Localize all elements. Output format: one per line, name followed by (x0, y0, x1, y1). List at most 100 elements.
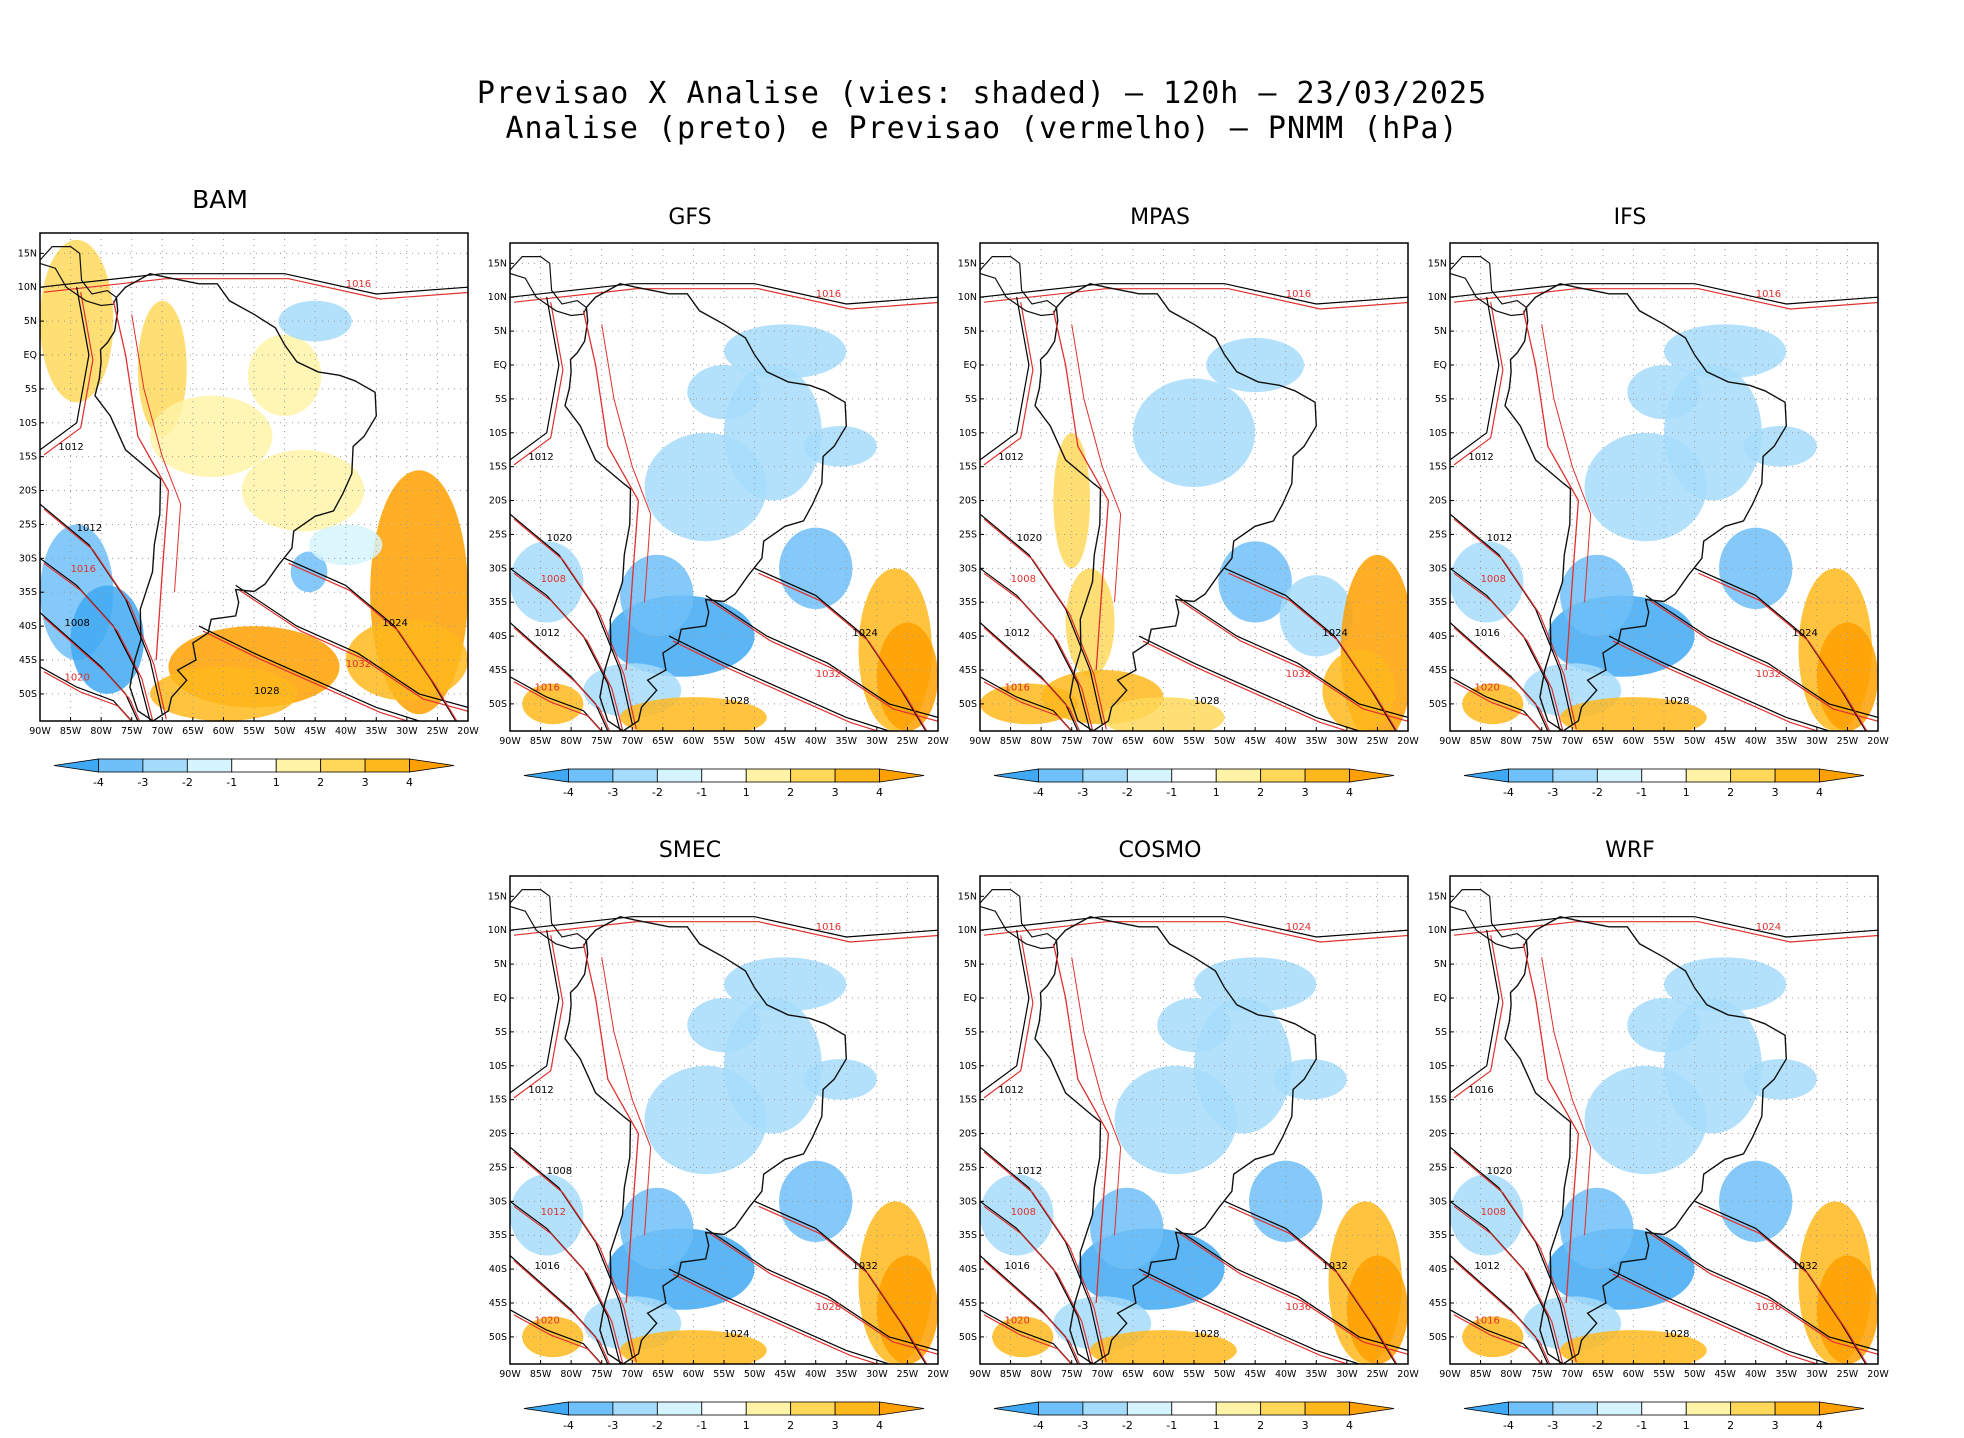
colorbar-arrow-right (1349, 768, 1395, 783)
longitude-tick-label: 85W (530, 736, 552, 747)
analysis-isobar (1645, 594, 1878, 718)
forecast-isobar (239, 589, 468, 712)
panel-title: WRF (1605, 838, 1655, 863)
andes-forecast-contour (1541, 957, 1592, 1236)
colorbar-label: 2 (1257, 1419, 1264, 1432)
latitude-tick-label: 10N (958, 292, 977, 303)
longitude-tick-label: 70W (152, 726, 174, 737)
colorbar-label: 3 (1302, 1419, 1309, 1432)
forecast-isobar (983, 302, 1034, 466)
latitude-tick-label: 40S (959, 1264, 977, 1275)
colorbar-segment (1215, 768, 1262, 783)
forecast-isobar (513, 935, 564, 1099)
forecast-isobar (1228, 1205, 1398, 1364)
longitude-tick-label: 70W (1092, 1369, 1114, 1380)
central-america-coastline (510, 889, 588, 950)
forecast-isobar (1453, 302, 1504, 466)
colorbar-segment (1126, 1401, 1173, 1416)
longitude-tick-label: 90W (29, 726, 51, 737)
panel-title: GFS (668, 205, 712, 230)
longitude-tick-label: 30W (1336, 1369, 1358, 1380)
latitude-tick-label: 50S (489, 699, 507, 710)
isobar-label: 1016 (1474, 628, 1499, 639)
latitude-tick-label: 45S (959, 1298, 977, 1309)
colorbar: -4 -3 -2 -1 1 2 3 4 (523, 1401, 925, 1432)
analysis-isobar (980, 916, 1408, 938)
forecast-isobar (1453, 1151, 1577, 1363)
longitude-tick-label: 35W (1776, 1369, 1798, 1380)
analysis-isobar (1450, 622, 1549, 731)
forecast-isobar (983, 1151, 1107, 1363)
bias-shading-blob (779, 527, 853, 609)
analysis-isobar (510, 297, 560, 461)
map-plot-area: 1020 1008 1012 1016 1028 1032 1024 1016 1012 (510, 243, 938, 731)
latitude-tick-label: 50S (1429, 1332, 1447, 1343)
latitude-tick-label: 45S (1429, 1298, 1447, 1309)
latitude-tick-label: 15S (959, 462, 977, 473)
forecast-isobar (1698, 572, 1868, 731)
latitude-tick-label: 25S (959, 1162, 977, 1173)
latitude-tick-label: 15N (1428, 891, 1447, 902)
map-panel-wrf: WRF 1020 1008 1012 1016 1028 1036 1032 1024 1016… (1410, 838, 1890, 1438)
bias-shading-blob (1560, 1187, 1634, 1270)
colorbar-label: 2 (787, 1419, 794, 1432)
latitude-tick-label: 5N (1434, 959, 1447, 970)
analysis-isobar (1175, 1227, 1408, 1351)
longitude-tick-label: 90W (969, 1369, 991, 1380)
colorbar-label: 3 (1302, 786, 1309, 799)
analysis-isobar (235, 584, 468, 708)
colorbar-segment (1215, 1401, 1262, 1416)
bias-shading-blob (1053, 432, 1091, 569)
bias-shading-blob (150, 395, 273, 477)
longitude-tick-label: 85W (1000, 1369, 1022, 1380)
colorbar-label: 4 (876, 1419, 883, 1432)
longitude-tick-label: 30W (866, 736, 888, 747)
latitude-tick-label: 45S (959, 665, 977, 676)
isobar-label: 1008 (547, 1166, 572, 1177)
andes-forecast-contour (1052, 943, 1110, 1304)
analysis-isobar (1138, 635, 1360, 731)
latitude-tick-label: 30S (1429, 1196, 1447, 1207)
latitude-tick-label: 10N (1428, 925, 1447, 936)
forecast-isobar (709, 1232, 938, 1355)
longitude-tick-label: 50W (1684, 1369, 1706, 1380)
colorbar-segment (1260, 1401, 1306, 1416)
longitude-tick-label: 55W (713, 736, 735, 747)
bias-shading-blob (876, 1255, 938, 1364)
longitude-tick-label: 60W (1153, 736, 1175, 747)
colorbar-label: 4 (876, 786, 883, 799)
latitude-tick-label: 45S (489, 1298, 507, 1309)
latitude-tick-label: 10S (959, 428, 977, 439)
latitude-tick-label: 5S (1435, 394, 1447, 405)
analysis-isobar (40, 287, 90, 451)
colorbar-segment (1552, 1401, 1598, 1416)
latitude-tick-label: 25S (489, 529, 507, 540)
analysis-isobar (1645, 1227, 1878, 1351)
south-america-coastline (1034, 915, 1318, 1364)
bias-shading-blob (1719, 527, 1793, 609)
latitude-tick-label: 10N (18, 282, 37, 293)
longitude-tick-label: 65W (182, 726, 204, 737)
colorbar-label: 3 (1772, 1419, 1779, 1432)
colorbar-label: -4 (1503, 786, 1514, 799)
latitude-tick-label: 35S (489, 597, 507, 608)
forecast-isobar (513, 627, 611, 731)
latitude-tick-label: 10N (488, 925, 507, 936)
andes-forecast-contour (1052, 310, 1110, 671)
andes-forecast-contour (1071, 324, 1122, 603)
colorbar-segment (1171, 768, 1217, 783)
latitude-tick-label: 50S (489, 1332, 507, 1343)
isobar-label: 1032 (852, 1261, 877, 1272)
bias-shading-blob (1560, 554, 1634, 637)
analysis-isobar (754, 567, 927, 731)
colorbar-arrow-left (1463, 1401, 1509, 1416)
map-figure: 10201008101210161028103210241016101215N1… (958, 242, 1419, 799)
longitude-tick-label: 40W (1275, 736, 1297, 747)
colorbar-segment (1596, 768, 1643, 783)
colorbar-label: 2 (787, 786, 794, 799)
analysis-isobar (1450, 1255, 1549, 1364)
latitude-tick-label: 50S (959, 1332, 977, 1343)
andes-forecast-contour (112, 300, 170, 661)
forecast-isobar (1179, 1232, 1408, 1355)
analysis-isobar (980, 1255, 1079, 1364)
